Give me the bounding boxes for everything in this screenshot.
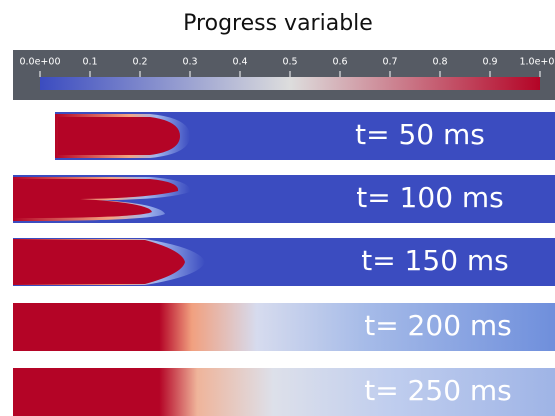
tick-label: 0.3 — [182, 57, 197, 68]
panel-background — [13, 368, 555, 416]
flame — [58, 117, 180, 155]
tick-label: 0.2 — [132, 57, 147, 68]
panel-label: t= 150 ms — [361, 244, 509, 277]
tick-label: 0.7 — [382, 57, 397, 68]
panel-label: t= 50 ms — [355, 118, 485, 151]
tick-label: 0.8 — [432, 57, 447, 68]
title: Progress variable — [183, 11, 373, 36]
panel-label: t= 250 ms — [364, 374, 512, 407]
tick-label: 0.0e+00 — [19, 57, 60, 68]
tick-label: 0.1 — [82, 57, 97, 68]
flame — [13, 240, 185, 284]
tick-label: 1.0e+00 — [519, 57, 555, 68]
panel: t= 250 ms — [13, 368, 555, 416]
colorbar — [40, 77, 540, 90]
panel-label: t= 100 ms — [356, 181, 504, 214]
tick-label: 0.6 — [332, 57, 347, 68]
panel: t= 100 ms — [13, 175, 555, 223]
panel: t= 50 ms — [55, 112, 555, 160]
panel: t= 150 ms — [13, 238, 555, 286]
colorbar-ticks: 0.0e+00 0.1 0.2 0.3 0.4 0.5 0.6 0.7 0.8 0.9 1.0e+0… — [19, 57, 555, 77]
tick-label: 0.5 — [282, 57, 297, 68]
tick-label: 0.9 — [482, 57, 497, 68]
panel: t= 200 ms — [13, 303, 555, 351]
panel-label: t= 200 ms — [364, 309, 512, 342]
colorbar-frame — [13, 50, 555, 100]
panel-background — [13, 303, 555, 351]
flame — [13, 179, 179, 218]
tick-label: 0.4 — [232, 57, 247, 68]
